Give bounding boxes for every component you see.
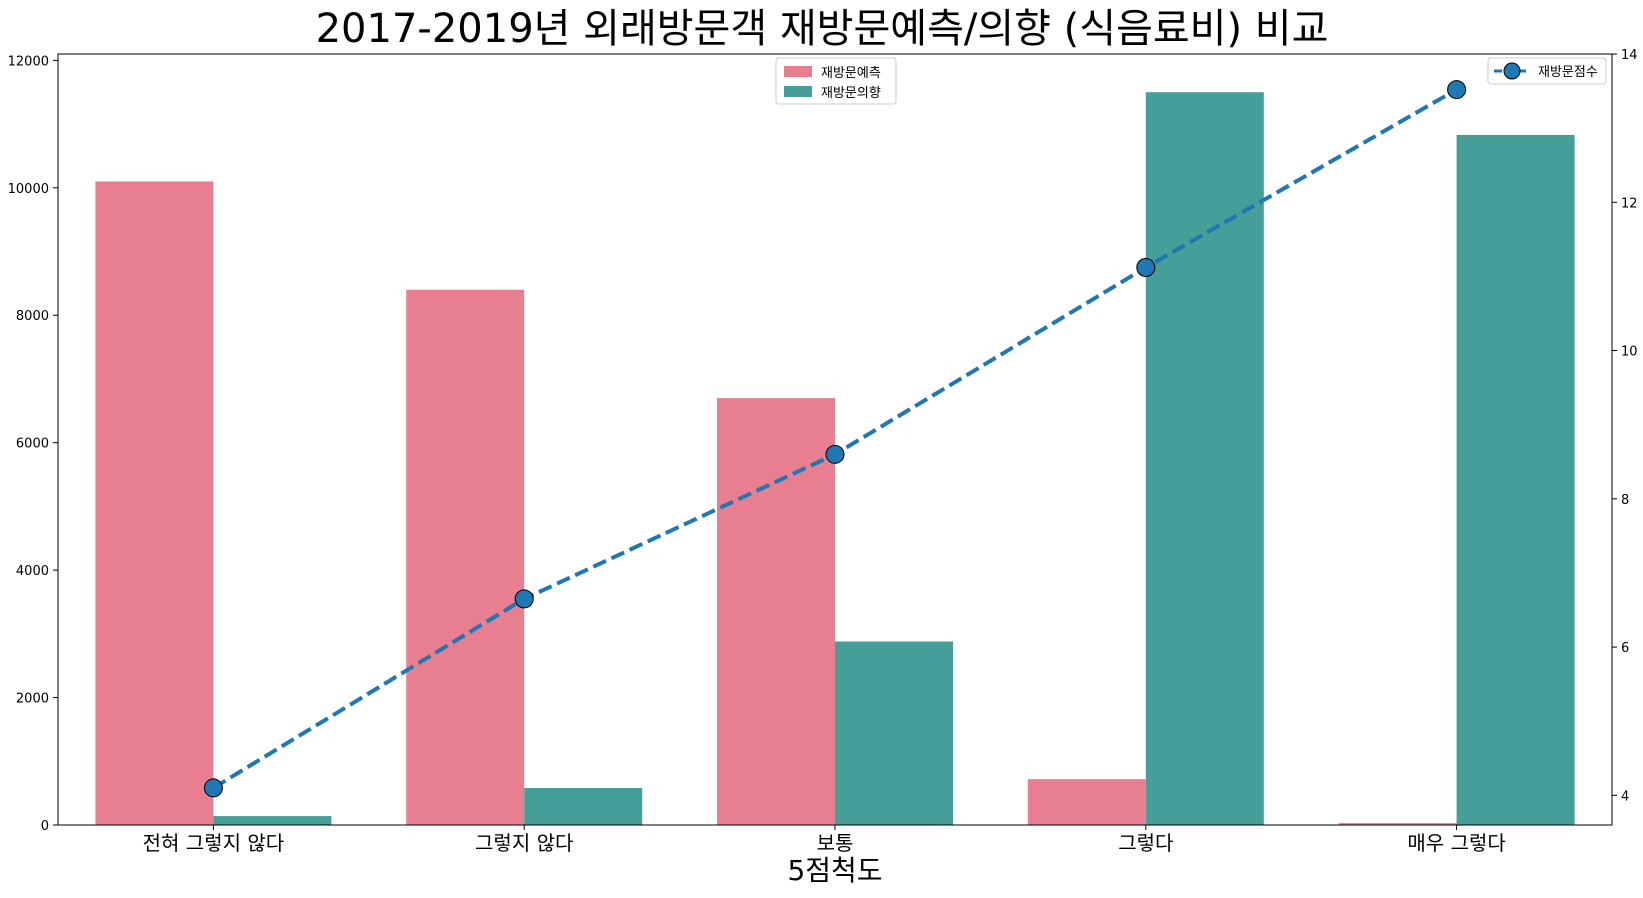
line-point-1	[514, 589, 534, 609]
bar-intention-0	[213, 816, 332, 825]
chart-title: 2017-2019년 외래방문객 재방문예측/의향 (식음료비) 비교	[316, 6, 1329, 52]
bars-group	[95, 92, 1575, 826]
line-point-4	[1447, 80, 1467, 100]
x-axis-label: 5점척도	[787, 854, 882, 887]
line-legend-label: 재방문점수	[1538, 65, 1598, 80]
bar-intention-2	[835, 641, 953, 825]
bar-prediction-1	[406, 289, 525, 825]
y-tick-label: 12000	[8, 54, 49, 69]
line-legend: 재방문점수	[1487, 57, 1607, 85]
y2-tick-label: 4	[1621, 789, 1629, 804]
x-tick-label: 매우 그렇다	[1407, 831, 1505, 855]
y-tick-label: 6000	[16, 437, 49, 452]
line-legend-marker	[1503, 62, 1521, 80]
bar-prediction-0	[95, 181, 214, 826]
bar-legend-label-0: 재방문예측	[821, 66, 881, 81]
y-tick-label: 4000	[16, 564, 49, 579]
bar-prediction-2	[717, 398, 835, 825]
x-tick-label: 보통	[817, 831, 854, 855]
y-tick-label: 0	[41, 819, 49, 834]
bar-legend-swatch-1	[784, 86, 812, 97]
bar-prediction-3	[1027, 779, 1146, 825]
y2-tick-label: 14	[1621, 48, 1638, 63]
x-tick-label: 전혀 그렇지 않다	[143, 831, 285, 855]
axes-group: 0 2000 4000 6000 8000 10000 12000 4 6 8 10 12 14 전혀 그…	[8, 48, 1638, 855]
bar-legend-label-1: 재방문의향	[821, 86, 881, 101]
y-tick-label: 10000	[8, 182, 49, 197]
bar-intention-4	[1456, 134, 1575, 825]
line-point-2	[825, 444, 845, 464]
x-tick-label: 그렇다	[1118, 831, 1173, 855]
line-point-0	[203, 778, 223, 798]
line-point-3	[1136, 258, 1156, 278]
y2-tick-label: 8	[1621, 493, 1629, 508]
y-tick-label: 2000	[16, 692, 49, 707]
y-tick-label: 8000	[16, 309, 49, 324]
bar-intention-1	[524, 788, 643, 825]
bar-prediction-4	[1338, 823, 1457, 825]
y2-tick-label: 10	[1621, 345, 1638, 360]
x-tick-label: 그렇지 않다	[475, 831, 573, 855]
bar-intention-3	[1145, 92, 1264, 826]
y2-tick-label: 6	[1621, 641, 1629, 656]
line-legend-box	[1487, 57, 1607, 85]
y2-tick-label: 12	[1621, 196, 1638, 211]
line-group	[203, 80, 1467, 798]
bar-legend-swatch-0	[784, 66, 812, 77]
